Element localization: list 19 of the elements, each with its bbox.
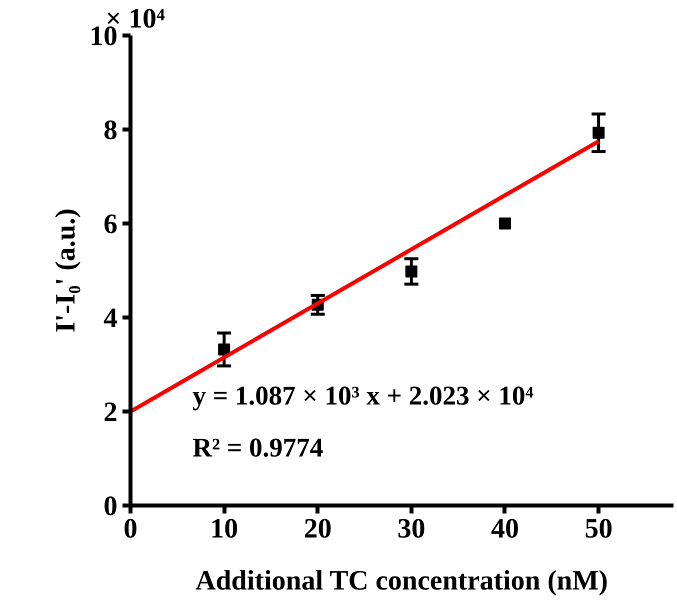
- annotation: R² = 0.9774: [192, 432, 324, 462]
- y-tick-label: 8: [104, 115, 118, 146]
- y-tick-label: 4: [104, 303, 118, 334]
- annotation: y = 1.087 × 10³ x + 2.023 × 10⁴: [192, 380, 534, 410]
- x-axis-title: Additional TC concentration (nM): [196, 566, 608, 596]
- y-tick-label: 2: [104, 397, 118, 428]
- point: [218, 343, 230, 356]
- y-tick-label: 0: [104, 491, 118, 522]
- y-axis-title: I'-I₀' (a.u.): [50, 208, 82, 333]
- x-tick-label: 10: [210, 514, 238, 544]
- x-tick-label: 50: [584, 514, 613, 544]
- y-tick-label: 6: [104, 209, 118, 240]
- x-tick-label: 30: [397, 514, 426, 544]
- x-tick-label: 20: [304, 514, 332, 544]
- x-tick-label: 0: [124, 514, 138, 544]
- x-tick-label: 40: [490, 514, 519, 544]
- point: [498, 218, 511, 230]
- point: [405, 265, 418, 278]
- point: [592, 126, 605, 139]
